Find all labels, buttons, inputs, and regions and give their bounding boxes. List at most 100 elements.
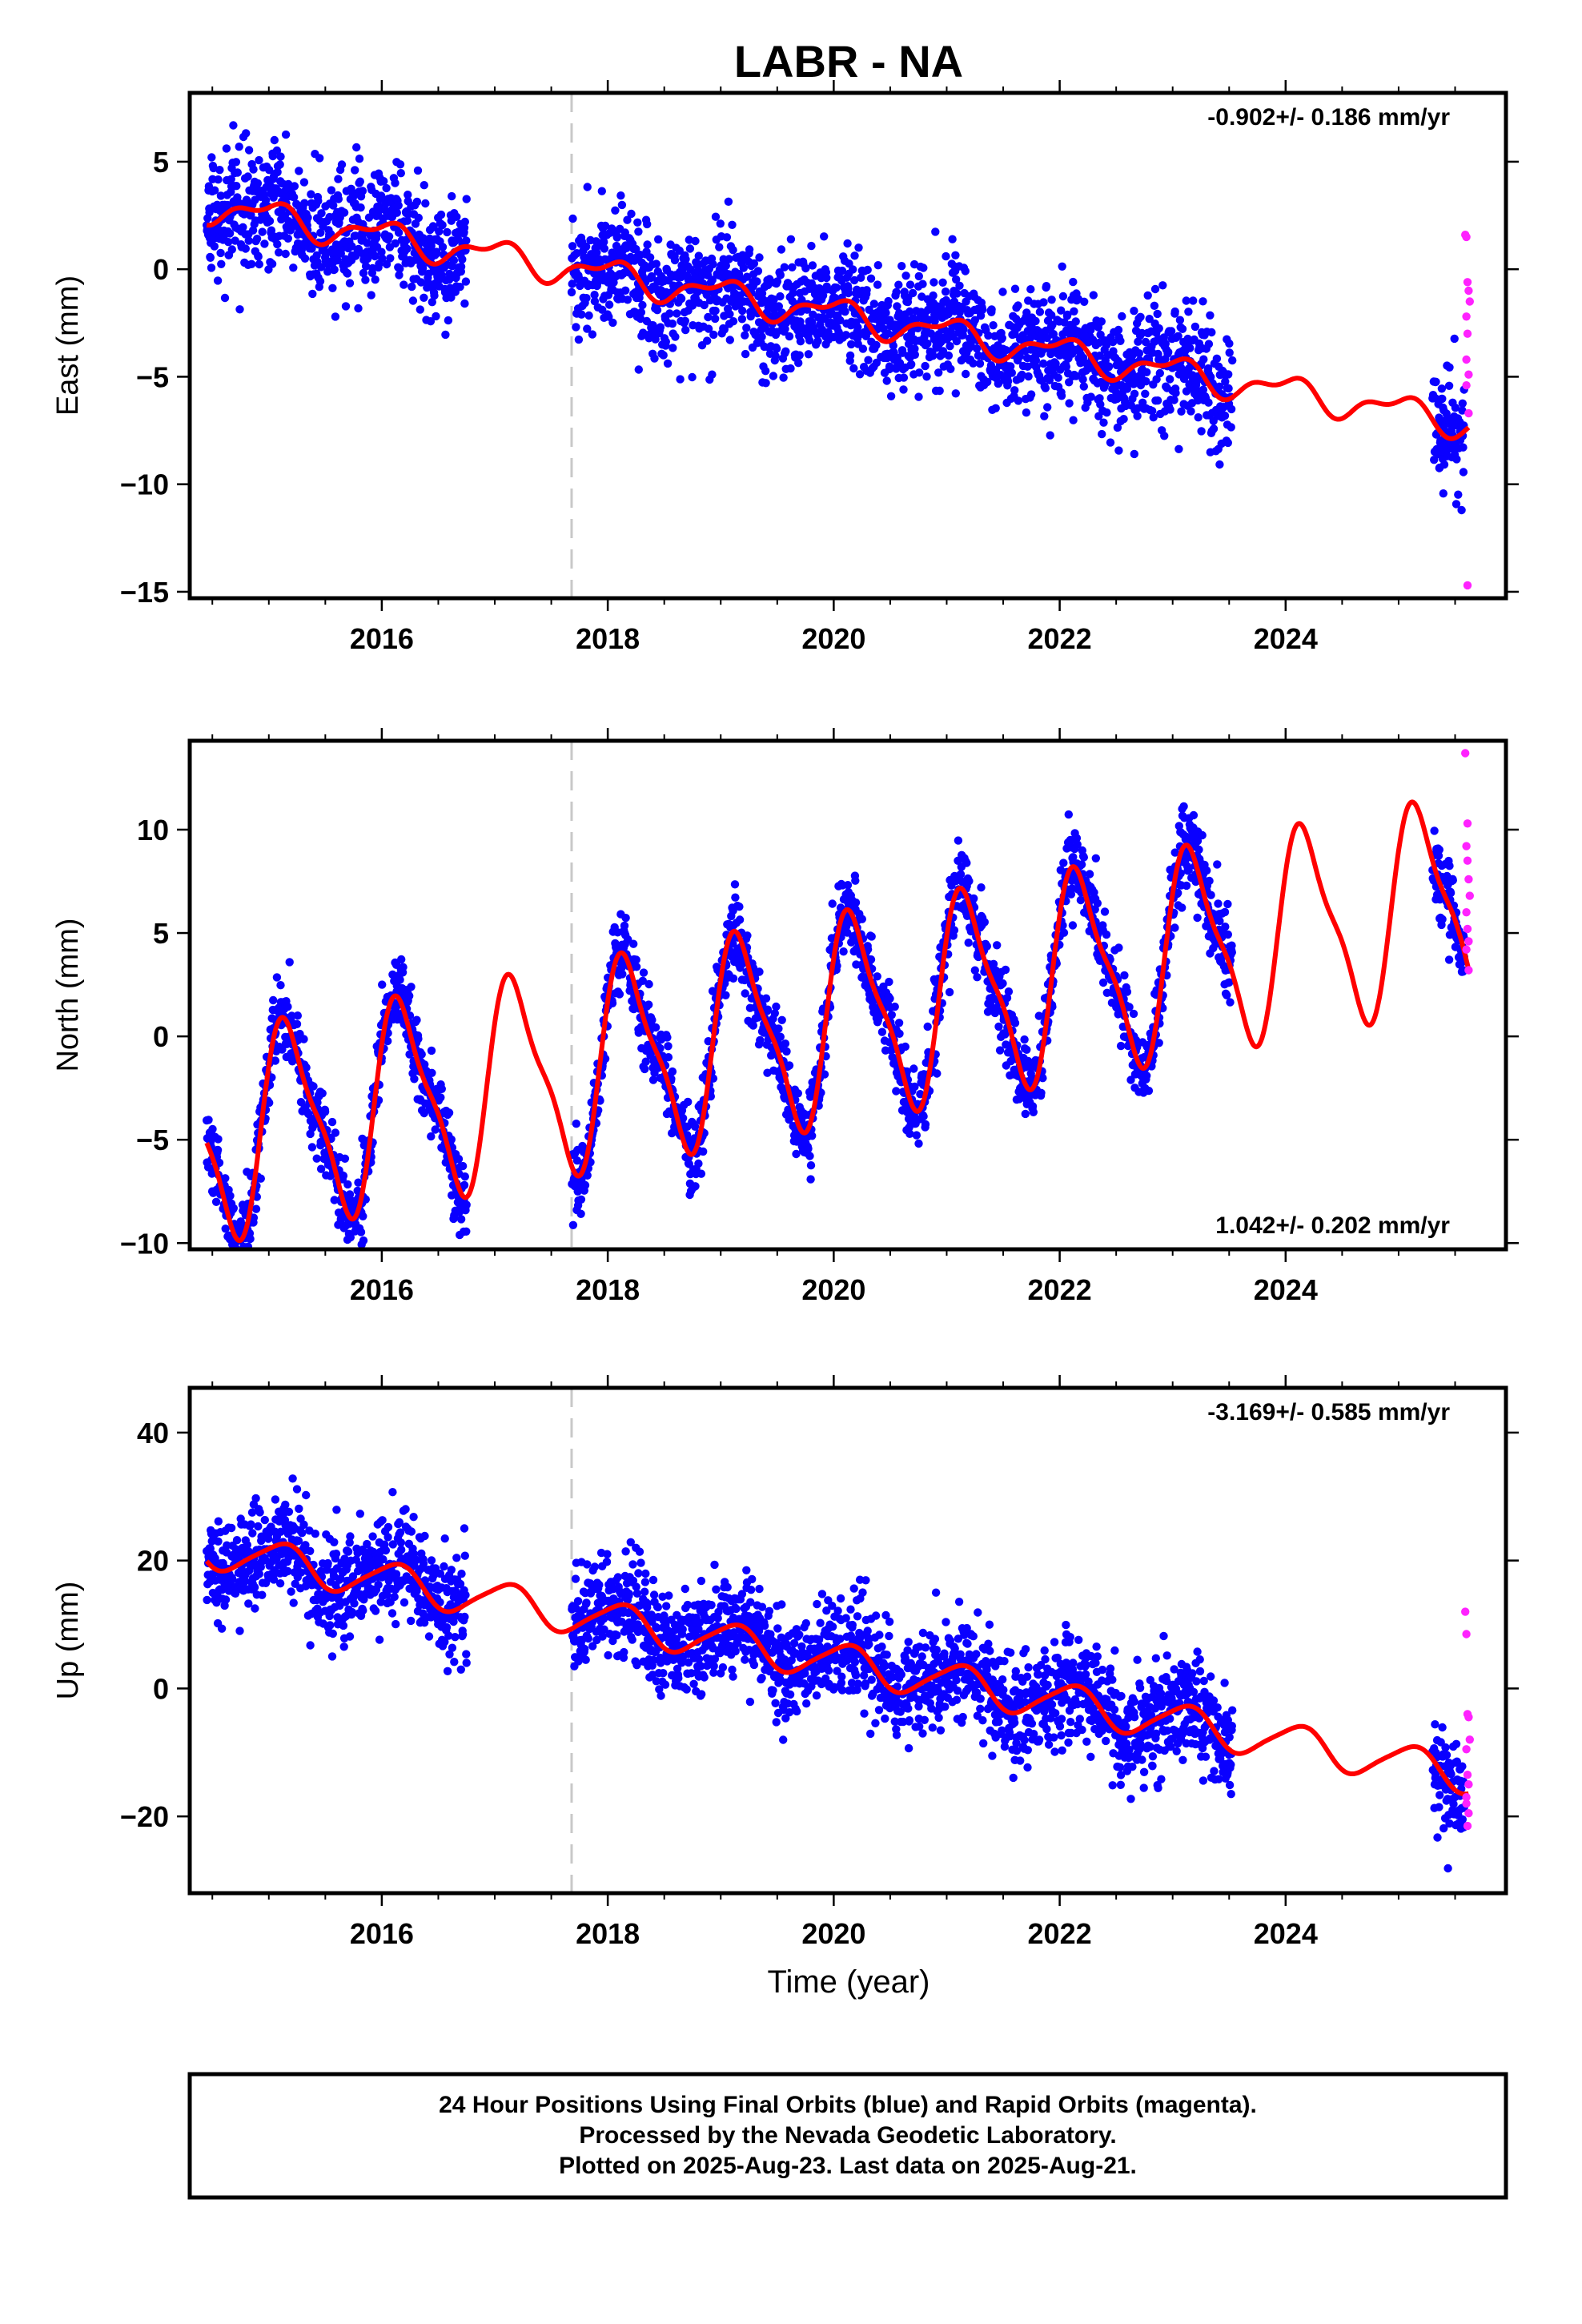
y-tick-label-north: 10 [137,814,169,846]
final-orbit-point-east [889,341,898,350]
final-orbit-point-east [1184,308,1193,316]
final-orbit-point-east [323,267,332,276]
final-orbit-point-east [1095,351,1105,360]
final-orbit-point-east [235,143,243,151]
final-orbit-point-east [720,325,729,334]
final-orbit-point-north [1037,1088,1046,1098]
final-orbit-point-east [1142,368,1151,376]
final-orbit-point-east [1175,316,1185,324]
final-orbit-point-north [287,1011,296,1020]
final-orbit-point-east [300,254,310,263]
x-tick-label-east: 2018 [576,622,640,655]
final-orbit-point-east [328,283,337,292]
final-orbit-point-east [858,344,868,353]
final-orbit-point-north [356,1228,366,1236]
final-orbit-point-north [648,1076,658,1084]
final-orbit-point-east [312,251,321,260]
final-orbit-point-east [1170,396,1178,404]
final-orbit-point-north [1122,987,1132,996]
final-orbit-point-east [600,221,610,231]
final-orbit-point-east [1007,368,1017,377]
final-orbit-point-east [608,318,617,328]
final-orbit-point-east [275,248,283,257]
final-orbit-point-east [1182,387,1191,396]
final-orbit-point-north [1068,921,1078,930]
final-orbit-point-east [975,359,985,368]
final-orbit-point-east [801,263,810,273]
final-orbit-point-east [315,277,325,286]
final-orbit-point-east [1224,370,1233,379]
final-orbit-point-east [854,243,863,252]
final-orbit-point-east [443,227,452,237]
final-orbit-point-east [776,271,785,279]
final-orbit-point-east [592,279,602,288]
final-orbit-point-east [1096,400,1105,409]
final-orbit-point-east [1199,385,1208,394]
final-orbit-point-east [438,243,448,251]
final-orbit-point-east [1039,298,1048,307]
final-orbit-point-east [1057,306,1066,315]
final-orbit-point-east [918,279,927,288]
final-orbit-point-east [1166,375,1174,384]
final-orbit-point-north [921,1120,930,1129]
final-orbit-point-north [895,1029,904,1039]
final-orbit-point-east [711,212,721,221]
final-orbit-point-north [923,1022,932,1031]
final-orbit-point-east [708,370,717,379]
final-orbit-point-east [572,323,580,332]
final-orbit-point-east [673,309,681,318]
final-orbit-point-east [952,275,961,284]
final-orbit-point-east [247,211,255,219]
final-orbit-point-east [1160,432,1169,440]
final-orbit-point-east [929,352,938,360]
final-orbit-point-north [1029,1108,1038,1117]
final-orbit-point-north [644,979,653,989]
final-orbit-point-east [923,339,932,348]
final-orbit-point-east [969,359,978,368]
final-orbit-point-east [1122,384,1132,393]
final-orbit-point-north [454,1155,464,1164]
final-orbit-point-north [427,1132,436,1141]
final-orbit-point-east [252,235,262,243]
final-orbit-point-east [1212,354,1222,363]
final-orbit-point-east [1225,348,1234,357]
final-orbit-point-east [1141,337,1150,347]
final-orbit-point-east [220,293,230,303]
final-orbit-point-east [1186,344,1195,352]
final-orbit-point-east [953,289,962,298]
final-orbit-point-north [576,1195,586,1204]
final-orbit-point-east [1149,413,1158,422]
final-orbit-point-east [708,275,717,284]
final-orbit-point-east [850,251,859,260]
final-orbit-point-east [1458,399,1468,408]
final-orbit-point-north [339,1172,348,1180]
final-orbit-point-east [448,191,456,201]
final-orbit-point-north [615,990,624,999]
final-orbit-point-north [885,977,893,987]
final-orbit-point-east [946,342,954,351]
final-orbit-point-east [663,359,673,368]
final-orbit-point-north [251,1204,261,1213]
final-orbit-point-east [462,195,471,203]
final-orbit-point-east [334,195,343,203]
final-orbit-point-north [1100,907,1110,916]
final-orbit-point-east [885,364,895,373]
final-orbit-point-east [1227,404,1236,414]
final-orbit-point-north [644,1000,653,1009]
final-orbit-point-north [226,1192,235,1200]
final-orbit-point-north [1154,1039,1163,1047]
final-orbit-point-east [804,350,813,359]
final-orbit-point-north [933,1069,942,1078]
final-orbit-point-east [633,218,642,227]
plot-area-east [203,93,1475,598]
final-orbit-point-east [1141,389,1150,398]
final-orbit-point-east [722,233,732,242]
final-orbit-point-east [849,265,857,274]
final-orbit-point-east [363,254,372,263]
final-orbit-point-east [636,288,644,297]
final-orbit-point-east [643,240,652,249]
final-orbit-point-north [793,1089,802,1098]
final-orbit-point-east [1192,385,1201,394]
final-orbit-point-east [721,261,730,270]
x-tick-label-north: 2016 [350,1273,414,1306]
